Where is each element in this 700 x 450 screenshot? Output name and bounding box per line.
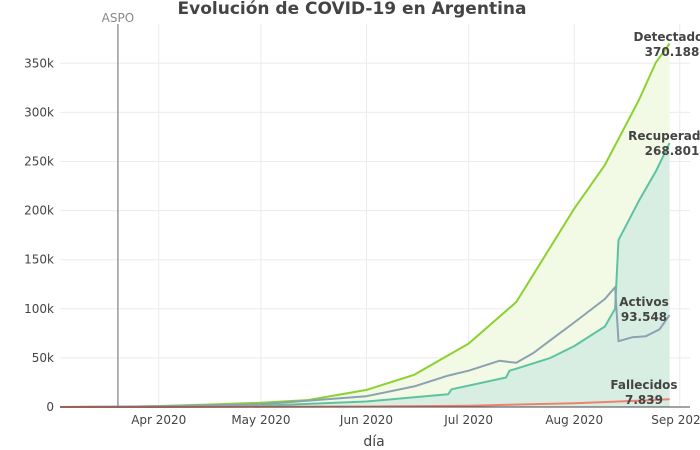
x-tick-label: Sep 2020: [651, 413, 700, 427]
series-annotations: Detectados370.188 Recuperados268.801 Activ…: [610, 30, 700, 407]
series-areas: [60, 43, 670, 407]
line-recuperados: [59, 142, 671, 408]
x-tick-label: Jun 2020: [339, 413, 393, 427]
x-tick-label: Apr 2020: [131, 413, 186, 427]
area-recuperados: [60, 143, 670, 407]
annotation-recuperados-value: 268.801: [645, 144, 700, 158]
x-tick-label: May 2020: [231, 413, 290, 427]
grid: [60, 24, 690, 407]
y-tick-label: 350k: [24, 56, 54, 70]
x-axis-label: día: [363, 434, 384, 450]
y-tick-label: 0: [46, 400, 54, 414]
y-tick-label: 200k: [24, 204, 54, 218]
annotation-activos-value: 93.548: [621, 310, 667, 324]
y-tick-label: 100k: [24, 302, 54, 316]
y-tick-label: 250k: [24, 154, 54, 168]
y-tick-label: 150k: [24, 253, 54, 267]
annotation-recuperados-name: Recuperados: [628, 129, 700, 143]
area-detectados: [60, 43, 670, 407]
y-tick-label: 50k: [32, 351, 54, 365]
aspo-marker: ASPO: [102, 11, 135, 407]
chart-title: Evolución de COVID-19 en Argentina: [178, 0, 527, 19]
x-tick-label: Aug 2020: [545, 413, 603, 427]
annotation-activos-name: Activos: [619, 295, 668, 309]
x-tick-label: Jul 2020: [443, 413, 493, 427]
y-tick-label: 300k: [24, 105, 54, 119]
annotation-fallecidos-name: Fallecidos: [610, 378, 677, 392]
annotation-fallecidos-value: 7.839: [625, 393, 663, 407]
annotation-detectados-name: Detectados: [634, 30, 700, 44]
annotation-detectados-value: 370.188: [645, 45, 700, 59]
aspo-label: ASPO: [102, 11, 135, 25]
line-activos: [59, 286, 671, 408]
axes: 0 50k 100k 150k 200k 250k 300k 350k Apr 2020 May …: [24, 56, 700, 427]
